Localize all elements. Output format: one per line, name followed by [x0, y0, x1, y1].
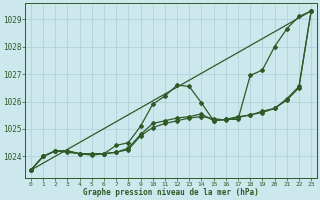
X-axis label: Graphe pression niveau de la mer (hPa): Graphe pression niveau de la mer (hPa) — [83, 188, 259, 197]
